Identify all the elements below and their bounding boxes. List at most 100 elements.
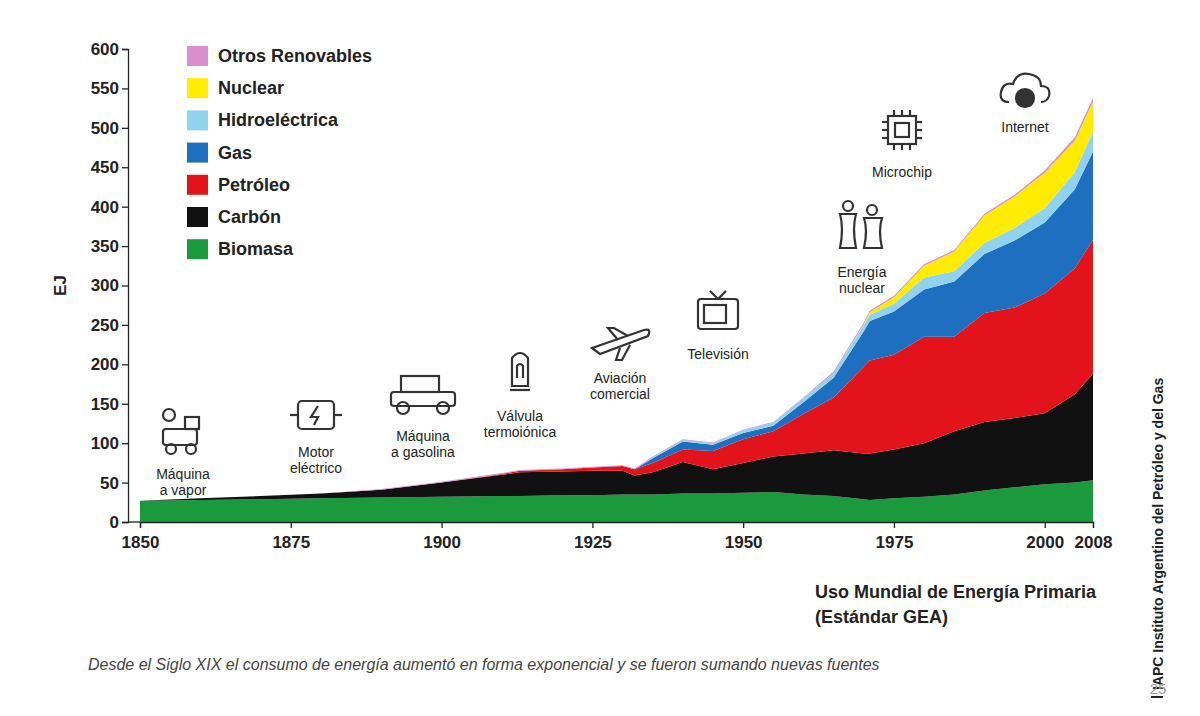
tick-mark [122,128,128,129]
source: IAPC Instituto Argentino del Petróleo y … [1150,378,1166,690]
tick-mark [441,522,442,528]
tick-label: 1950 [725,533,763,552]
annotation-text: Energía [837,264,886,280]
tick-label: 100 [91,434,119,453]
axis-title: EJ [51,275,70,296]
tick-label: 1875 [272,533,310,552]
tick-mark [122,522,128,523]
annotation: Motoreléctrico [290,401,342,476]
tick-label: 250 [91,316,119,335]
legend-label: Nuclear [218,78,284,98]
legend-label: Otros Renovables [218,46,372,66]
tick-label: 1975 [876,533,914,552]
tick: 50 [100,474,128,493]
legend-label: Gas [218,143,252,163]
tick: 450 [91,158,128,177]
area [140,151,1093,500]
annotation-text: Microchip [872,164,932,180]
icon [840,201,882,248]
icon [510,353,530,390]
legend-item: Nuclear [187,78,284,98]
tick-mark [122,246,128,247]
legend-swatch [187,207,208,227]
annotation: Máquinaa vapor [156,409,210,498]
tick: 1950 [725,522,763,552]
legend-swatch [187,78,208,98]
tick: 2008 [1075,522,1113,552]
tick-label: 1850 [122,533,160,552]
area [140,98,1093,501]
tick-mark [894,522,895,528]
tick: 1850 [122,522,160,552]
annotation-text: nuclear [839,280,885,296]
icon [1001,74,1050,107]
annotation-text: Internet [1001,119,1049,135]
tick-mark [122,482,128,483]
annotation-text: a gasolina [391,444,455,460]
annotation-text: comercial [590,386,650,402]
tick-mark [291,522,292,528]
annotation: Energíanuclear [837,201,886,296]
axis-title: Uso Mundial de Energía Primaria [815,582,1097,602]
legend-label: Petróleo [218,175,290,195]
tick: 1875 [272,522,310,552]
y-axis: 050100150200250300350400450500550600 [91,40,129,532]
tick-mark [122,167,128,168]
annotation-text: Televisión [687,346,748,362]
annotation: Válvulatermoiónica [484,353,557,440]
legend-item: Biomasa [187,239,294,259]
tick: 350 [91,237,128,256]
tick: 1925 [574,522,612,552]
tick-label: 550 [91,79,119,98]
legend-swatch [187,175,208,195]
annotation-text: Máquina [156,466,210,482]
legend-label: Biomasa [218,239,294,259]
annotation: Microchip [872,110,932,180]
annotation-text: termoiónica [484,424,557,440]
icon [290,401,342,429]
annotation: Aviacióncomercial [590,328,650,402]
tick: 100 [91,434,128,453]
tick: 300 [91,276,128,295]
tick-mark [1093,522,1094,528]
x-axis: 18501875190019251950197520002008 [122,522,1113,552]
legend-swatch [187,239,208,259]
legend-swatch [187,110,208,130]
tick: 150 [91,395,128,414]
annotation-text: eléctrico [290,460,342,476]
legend-label: Carbón [218,207,281,227]
annotation: Máquinaa gasolina [391,376,455,460]
tick-label: 350 [91,237,119,256]
icon [391,376,455,414]
tick-label: 400 [91,198,119,217]
tick-mark [122,207,128,208]
plot-area [140,98,1093,522]
tick-mark [122,364,128,365]
tick: 550 [91,79,128,98]
tick: 0 [110,513,128,532]
tick: 1900 [423,522,461,552]
chart: 1850187519001925195019752000200805010015… [0,0,1200,716]
tick-label: 600 [91,40,119,59]
tick-label: 50 [100,474,119,493]
tick-mark [140,522,141,528]
annotation: Televisión [687,291,748,362]
tick-mark [122,88,128,89]
icon [592,328,649,360]
annotation-text: Máquina [396,428,450,444]
tick-label: 500 [91,119,119,138]
annotation-text: a vapor [160,482,207,498]
page-number: 25 [1150,680,1167,697]
tick-mark [743,522,744,528]
axis-line [128,521,140,522]
legend-item: Carbón [187,207,281,227]
legend-item: Petróleo [187,175,290,195]
legend-swatch [187,46,208,66]
legend-item: Hidroeléctrica [187,110,339,130]
tick-mark [122,404,128,405]
tick-label: 300 [91,276,119,295]
tick: 1975 [876,522,914,552]
tick-label: 1900 [423,533,461,552]
tick: 250 [91,316,128,335]
tick-label: 150 [91,395,119,414]
